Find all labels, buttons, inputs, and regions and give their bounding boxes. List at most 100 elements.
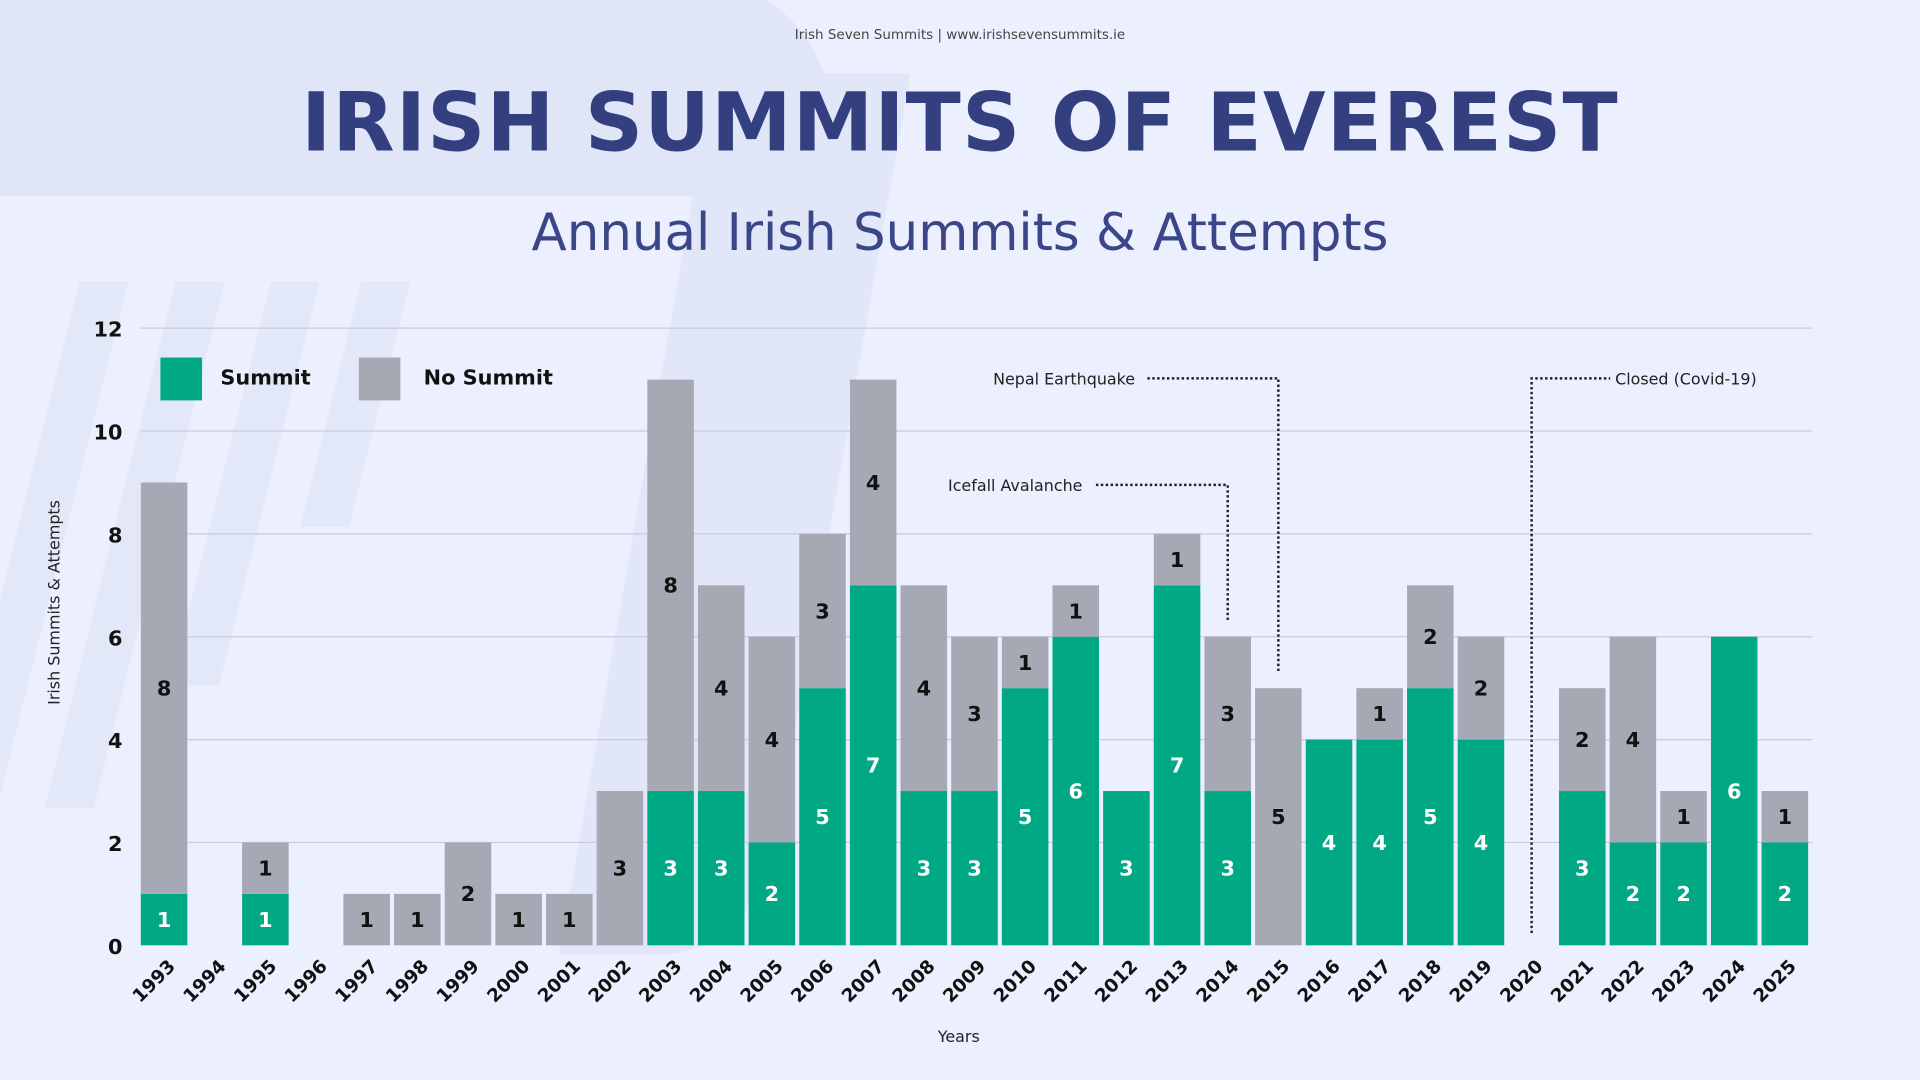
data-label-no-summit: 3 bbox=[613, 857, 627, 881]
data-label-no-summit: 1 bbox=[258, 857, 272, 881]
data-label-summit: 3 bbox=[714, 857, 728, 881]
bar-no-summit bbox=[1153, 533, 1201, 586]
bar-summit bbox=[1305, 739, 1353, 946]
bar-no-summit bbox=[647, 379, 694, 792]
data-label-no-summit: 1 bbox=[1018, 651, 1032, 675]
data-label-summit: 3 bbox=[967, 857, 981, 881]
data-label-no-summit: 1 bbox=[410, 908, 424, 932]
bar-summit bbox=[1204, 791, 1251, 946]
data-label-no-summit: 1 bbox=[1778, 805, 1792, 829]
x-tick-label: 2013 bbox=[1142, 956, 1193, 1007]
x-tick-label: 2023 bbox=[1648, 956, 1699, 1007]
x-tick-label: 2020 bbox=[1496, 956, 1547, 1007]
annotation-covid-closure: Closed (Covid-19) bbox=[1615, 369, 1757, 388]
annotation-leader-line bbox=[1530, 377, 1611, 934]
data-label-no-summit: 3 bbox=[1220, 702, 1234, 726]
bar-no-summit bbox=[1052, 585, 1100, 637]
y-tick-label: 4 bbox=[108, 729, 122, 753]
bar-no-summit bbox=[900, 585, 948, 792]
bar-summit bbox=[748, 842, 796, 946]
legend-summit-label: Summit bbox=[220, 366, 311, 391]
x-axis-label: Years bbox=[937, 1028, 980, 1047]
data-label-no-summit: 3 bbox=[967, 702, 981, 726]
data-label-no-summit: 1 bbox=[359, 908, 373, 932]
x-tick-label: 2009 bbox=[939, 956, 990, 1007]
bar-summit bbox=[951, 791, 998, 946]
x-tick-label: 2019 bbox=[1446, 956, 1497, 1007]
bar-summit bbox=[1103, 791, 1150, 946]
credit-text: Irish Seven Summits | www.irishsevensumm… bbox=[794, 26, 1126, 43]
y-tick-label: 6 bbox=[108, 626, 122, 650]
data-label-summit: 6 bbox=[1727, 779, 1741, 803]
data-label-no-summit: 4 bbox=[1626, 728, 1640, 752]
x-tick-label: 1996 bbox=[281, 956, 332, 1007]
bar-no-summit bbox=[596, 791, 644, 946]
bar-summit bbox=[1558, 791, 1606, 946]
data-label-no-summit: 1 bbox=[562, 908, 576, 932]
annotation-nepal-earthquake: Nepal Earthquake bbox=[993, 369, 1135, 388]
bar-summit bbox=[1761, 842, 1809, 946]
x-tick-label: 2024 bbox=[1699, 956, 1750, 1007]
bar-no-summit bbox=[1356, 688, 1403, 740]
data-label-summit: 4 bbox=[1322, 831, 1336, 855]
bar-no-summit bbox=[1255, 688, 1302, 946]
bar-no-summit bbox=[394, 893, 441, 946]
data-label-no-summit: 4 bbox=[917, 677, 931, 701]
bar-no-summit bbox=[1761, 791, 1809, 843]
legend-no-summit-swatch bbox=[358, 357, 401, 401]
bar-no-summit bbox=[1457, 636, 1505, 740]
bar-no-summit bbox=[242, 842, 289, 894]
bar-no-summit bbox=[951, 636, 998, 792]
bar-summit bbox=[1153, 585, 1201, 946]
bar-no-summit bbox=[495, 893, 542, 946]
bar-no-summit bbox=[444, 842, 492, 946]
bar-no-summit bbox=[546, 893, 593, 946]
bar-summit bbox=[1660, 842, 1707, 946]
legend-no-summit-label: No Summit bbox=[423, 366, 553, 391]
data-label-summit: 7 bbox=[1170, 754, 1184, 778]
y-tick-label: 0 bbox=[108, 935, 122, 959]
legend-summit-swatch bbox=[160, 357, 203, 401]
bar-no-summit bbox=[1001, 636, 1049, 689]
data-label-summit: 3 bbox=[663, 857, 677, 881]
data-label-summit: 2 bbox=[1626, 882, 1640, 906]
x-tick-label: 2015 bbox=[1243, 956, 1294, 1007]
bar-no-summit bbox=[1407, 585, 1454, 689]
data-label-no-summit: 1 bbox=[1069, 599, 1083, 623]
data-label-summit: 6 bbox=[1069, 779, 1083, 803]
bar-no-summit bbox=[1660, 791, 1707, 843]
data-label-summit: 2 bbox=[1778, 882, 1792, 906]
data-label-summit: 5 bbox=[1423, 805, 1437, 829]
bar-no-summit bbox=[1558, 688, 1606, 792]
x-tick-label: 2008 bbox=[889, 956, 940, 1007]
background-shape bbox=[0, 0, 833, 196]
x-tick-label: 1997 bbox=[331, 956, 382, 1007]
y-axis-label: Irish Summits & Attempts bbox=[45, 500, 65, 705]
data-label-summit: 1 bbox=[258, 908, 272, 932]
x-tick-label: 2018 bbox=[1395, 956, 1446, 1007]
bar-summit bbox=[1710, 636, 1758, 946]
data-label-no-summit: 3 bbox=[815, 599, 829, 623]
data-label-no-summit: 1 bbox=[1170, 548, 1184, 572]
bar-summit bbox=[242, 893, 289, 946]
x-tick-label: 2003 bbox=[635, 956, 686, 1007]
data-label-summit: 3 bbox=[1119, 857, 1133, 881]
data-label-no-summit: 4 bbox=[765, 728, 779, 752]
x-tick-label: 1998 bbox=[382, 956, 433, 1007]
bar-summit bbox=[647, 791, 694, 946]
x-tick-label: 2000 bbox=[483, 956, 534, 1007]
x-tick-label: 2021 bbox=[1547, 956, 1598, 1007]
page-title: IRISH SUMMITS OF EVEREST bbox=[301, 75, 1619, 171]
bar-summit bbox=[1356, 739, 1403, 946]
x-tick-label: 2012 bbox=[1091, 956, 1142, 1007]
x-tick-label: 1994 bbox=[180, 956, 231, 1007]
x-tick-label: 2017 bbox=[1344, 956, 1395, 1007]
data-label-summit: 4 bbox=[1372, 831, 1386, 855]
bar-summit bbox=[1609, 842, 1657, 946]
data-label-summit: 1 bbox=[157, 908, 171, 932]
bar-summit bbox=[849, 585, 897, 946]
data-label-no-summit: 2 bbox=[1423, 625, 1437, 649]
x-tick-label: 1993 bbox=[129, 956, 180, 1007]
